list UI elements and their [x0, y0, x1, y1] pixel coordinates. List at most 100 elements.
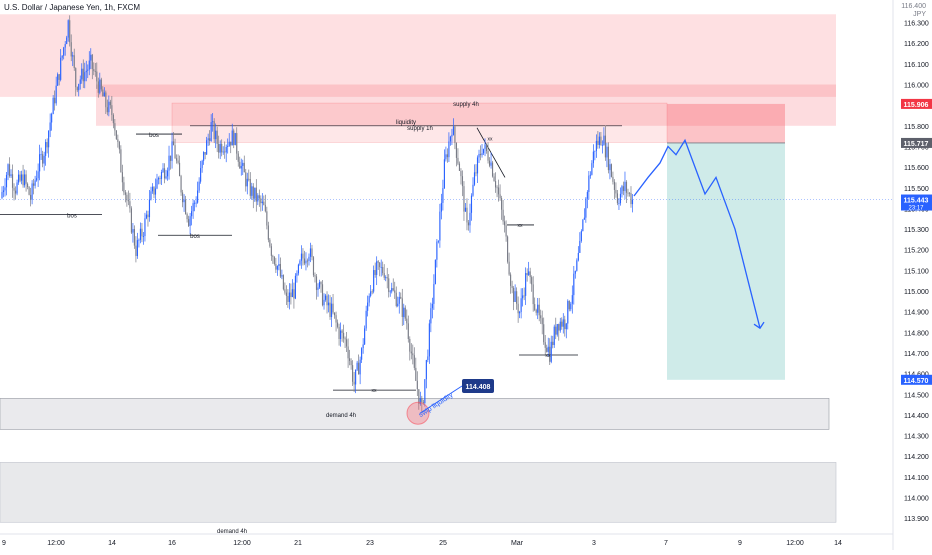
price-tick-label: 115.200 — [904, 248, 929, 255]
candle-body — [296, 273, 298, 276]
candle-body — [73, 55, 75, 69]
candle-body — [582, 219, 584, 232]
candle-body — [403, 307, 405, 317]
candle-body — [478, 153, 480, 158]
candle-body — [239, 161, 241, 169]
candle-body — [628, 192, 631, 194]
time-tick-label: 21 — [294, 540, 302, 547]
candle-body — [212, 121, 214, 123]
candle-body — [213, 121, 215, 140]
candle-body — [14, 190, 17, 194]
demand-4h-label-2: demand 4h — [217, 529, 247, 535]
candle-body — [314, 275, 316, 277]
candle-body — [154, 188, 157, 195]
candle-body — [379, 262, 381, 268]
candle-body — [504, 221, 506, 226]
candle-body — [308, 256, 310, 262]
price-tick-label: 115.100 — [904, 268, 929, 275]
bos-label-2: bos — [149, 133, 159, 139]
candle-body — [135, 245, 137, 257]
candle-body — [556, 324, 558, 335]
candle-body — [42, 154, 44, 164]
candle-body — [400, 296, 402, 299]
candle-body — [591, 163, 593, 175]
price-tick-label: 115.600 — [904, 165, 929, 172]
candle-body — [285, 292, 287, 296]
candle-body — [257, 195, 259, 202]
candle-body — [514, 291, 516, 302]
candle-body — [532, 284, 534, 305]
candle-body — [222, 151, 224, 153]
candle-body — [186, 213, 188, 220]
candle-body — [96, 71, 98, 82]
candle-body — [321, 284, 324, 306]
candle-body — [28, 186, 30, 195]
price-tick-label: 113.900 — [904, 516, 929, 523]
candle-body — [204, 151, 206, 155]
candle-body — [207, 138, 209, 141]
candle-body — [535, 309, 537, 313]
candle-body — [236, 133, 238, 154]
candle-body — [391, 288, 393, 292]
time-tick-label: 12:00 — [233, 540, 251, 547]
candle-body — [446, 154, 448, 158]
candle-body — [376, 261, 378, 275]
candle-body — [370, 291, 372, 296]
candle-body — [147, 214, 149, 218]
candle-body — [401, 298, 403, 317]
candle-body — [163, 168, 166, 179]
candle-body — [339, 330, 342, 339]
candle-body — [624, 181, 626, 191]
candle-body — [329, 302, 331, 318]
candle-body — [526, 273, 528, 276]
time-tick-label: 14 — [834, 540, 842, 547]
candle-body — [210, 122, 212, 141]
candle-body — [123, 182, 125, 193]
supply-1h-label: supply 1h — [407, 126, 433, 132]
candle-body — [481, 153, 483, 156]
candle-body — [616, 193, 619, 204]
candle-body — [251, 186, 253, 196]
candle-body — [437, 240, 439, 242]
candle-body — [476, 157, 479, 174]
candle-body — [126, 194, 128, 201]
candle-body — [436, 241, 438, 260]
candle-body — [124, 192, 126, 195]
bos-label-3: bos — [190, 234, 200, 240]
candle-body — [58, 74, 60, 80]
candle-body — [93, 69, 95, 72]
candle-body — [508, 261, 510, 275]
candle-body — [177, 160, 179, 163]
currency-code: JPY — [913, 11, 926, 18]
candle-body — [224, 151, 226, 153]
candle-body — [55, 85, 57, 104]
candle-body — [427, 356, 429, 361]
candle-body — [181, 192, 184, 203]
candle-body — [353, 381, 355, 385]
candle-body — [4, 187, 6, 191]
candle-body — [276, 266, 278, 270]
candle-body — [287, 295, 289, 302]
candle-body — [430, 308, 432, 324]
candle-body — [216, 130, 218, 144]
price-tick-label: 115.500 — [904, 186, 929, 193]
candle-body — [505, 225, 507, 237]
candle-body — [69, 20, 71, 43]
candle-body — [454, 126, 456, 143]
candle-body — [344, 338, 346, 340]
time-tick-label: 9 — [738, 540, 742, 547]
candle-body — [464, 207, 467, 212]
candle-body — [338, 326, 340, 339]
candle-body — [194, 202, 196, 204]
price-tag-target-value: 114.570 — [904, 378, 929, 385]
time-tick-label: 3 — [592, 540, 596, 547]
candle-body — [130, 208, 132, 233]
candle-body — [588, 175, 590, 193]
demand-4h-zone-lower — [0, 462, 837, 523]
stop-loss-box — [667, 103, 785, 143]
candle-body — [168, 155, 170, 171]
candle-body — [141, 228, 143, 237]
candle-body — [234, 133, 236, 146]
candle-body — [553, 326, 555, 346]
